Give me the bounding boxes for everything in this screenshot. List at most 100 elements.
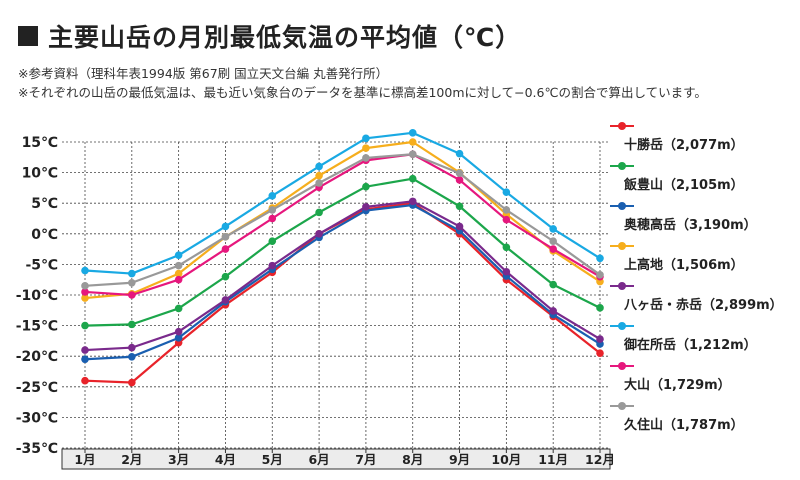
legend-label: 御在所岳（1,212m） <box>624 338 757 353</box>
data-point <box>268 206 277 214</box>
data-point <box>81 355 89 364</box>
series-group <box>81 129 604 278</box>
legend-label: 八ヶ岳・赤岳（2,899m） <box>624 298 783 313</box>
series-layer <box>81 129 604 387</box>
data-point <box>268 237 277 245</box>
data-point <box>81 288 89 296</box>
data-point <box>596 335 604 343</box>
data-point <box>362 203 370 211</box>
legend-label: 奥穂高岳（3,190m） <box>624 218 757 233</box>
x-tick-label: 12月 <box>585 452 615 467</box>
data-point <box>362 154 370 162</box>
legend-marker-icon <box>610 240 634 252</box>
data-point <box>549 245 557 253</box>
y-tick-label: -5℃ <box>25 257 58 273</box>
data-point <box>128 269 136 278</box>
y-tick-label: -30℃ <box>16 410 58 426</box>
series-line <box>84 153 601 297</box>
data-point <box>174 251 183 260</box>
legend-label: 十勝岳（2,077m） <box>624 138 744 153</box>
legend-item: 御在所岳（1,212m） <box>610 320 795 360</box>
y-tick-label: -35℃ <box>16 441 58 457</box>
x-tick-label: 6月 <box>308 452 329 467</box>
series-line <box>84 140 601 300</box>
data-point <box>221 296 230 304</box>
series-group <box>81 150 604 299</box>
data-point <box>455 169 464 178</box>
data-point <box>315 162 323 171</box>
legend-label: 久住山（1,787m） <box>624 418 744 433</box>
data-point <box>502 206 511 214</box>
data-point <box>81 294 89 302</box>
series-group <box>81 197 604 354</box>
data-point <box>502 267 511 276</box>
method-note: ※それぞれの山岳の最低気温は、最も近い気象台のデータを基準に標高差100mに対し… <box>18 85 707 100</box>
data-point <box>221 245 230 253</box>
y-tick-label: 15℃ <box>22 135 58 151</box>
legend-label: 飯豊山（2,105m） <box>624 178 744 193</box>
data-point <box>174 275 183 284</box>
data-point <box>81 376 89 385</box>
data-point <box>128 378 136 387</box>
x-tick-label: 8月 <box>402 452 423 467</box>
legend-label: 上高地（1,506m） <box>624 258 744 273</box>
data-point <box>174 261 183 270</box>
y-tick-label: -10℃ <box>16 288 58 304</box>
legend-item: 八ヶ岳・赤岳（2,899m） <box>610 280 795 320</box>
data-point <box>408 197 417 206</box>
legend-marker-icon <box>610 400 634 412</box>
data-point <box>174 304 183 313</box>
x-tick-label: 11月 <box>538 452 568 467</box>
data-point <box>128 278 136 287</box>
data-point <box>174 269 183 278</box>
data-point <box>128 343 136 352</box>
source-note: ※参考資料（理科年表1994版 第67刷 国立天文台編 丸善発行所） <box>18 66 389 81</box>
data-point <box>81 346 89 354</box>
x-tick-label: 9月 <box>449 452 470 467</box>
series-line <box>84 153 601 287</box>
data-point <box>128 291 136 299</box>
legend-label: 大山（1,729m） <box>624 378 731 393</box>
series-line <box>84 177 601 327</box>
x-tick-label: 3月 <box>168 452 189 467</box>
series-group <box>81 150 604 290</box>
data-point <box>315 171 323 180</box>
series-line <box>84 203 601 361</box>
x-tick-label: 4月 <box>215 452 236 467</box>
data-point <box>362 182 370 191</box>
data-point <box>268 192 277 200</box>
grid-layer <box>62 141 610 449</box>
y-tick-label: 0℃ <box>31 227 58 243</box>
y-tick-label: -20℃ <box>16 349 58 365</box>
data-point <box>408 174 417 183</box>
legend-item: 久住山（1,787m） <box>610 400 795 440</box>
y-tick-label: -15℃ <box>16 319 58 335</box>
x-tick-label: 2月 <box>121 452 142 467</box>
data-point <box>596 271 604 279</box>
data-point <box>221 222 230 231</box>
data-point <box>128 320 136 329</box>
data-point <box>221 233 230 241</box>
series-group <box>81 174 604 330</box>
data-point <box>221 272 230 281</box>
data-point <box>549 225 557 233</box>
legend-item: 飯豊山（2,105m） <box>610 160 795 200</box>
data-point <box>596 349 604 357</box>
legend-marker-icon <box>610 320 634 332</box>
data-point <box>81 321 89 330</box>
legend-marker-icon <box>610 360 634 372</box>
legend-item: 大山（1,729m） <box>610 360 795 400</box>
data-point <box>408 150 417 159</box>
title-square-icon <box>18 26 38 46</box>
chart-title: 主要山岳の月別最低気温の平均値（℃） <box>48 23 522 52</box>
data-point <box>596 254 604 263</box>
axis-layer: 15℃ 10℃ 5℃ 0℃ -5℃ -10℃ -15℃ -20℃ -25℃ -30℃ -35℃ 1月 2… <box>16 135 615 470</box>
data-point <box>174 327 183 336</box>
data-point <box>408 129 417 137</box>
legend-marker-icon <box>610 160 634 172</box>
data-point <box>174 334 183 342</box>
data-point <box>362 144 370 152</box>
data-point <box>408 138 417 146</box>
